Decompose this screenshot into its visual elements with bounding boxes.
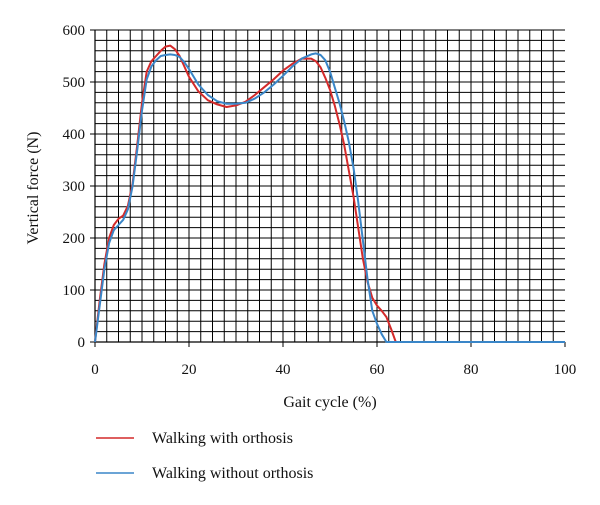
y-tick-label: 400 [63,127,86,143]
x-tick-label: 0 [91,362,99,378]
y-tick-label: 100 [63,283,86,299]
y-tick-label: 300 [63,179,86,195]
y-tick-label: 500 [63,75,86,91]
y-tick-label: 200 [63,231,86,247]
grid [95,29,565,342]
legend-label-with-orthosis: Walking with orthosis [152,430,293,447]
axes [90,29,566,347]
y-axis-title: Vertical force (N) [25,132,42,245]
legend: Walking with orthosis Walking without or… [96,430,313,482]
tick-labels: 0 100 200 300 400 500 600 0 20 40 60 80 100 [63,23,577,378]
x-tick-label: 80 [464,362,479,378]
legend-label-without-orthosis: Walking without orthosis [152,465,313,482]
x-tick-label: 60 [370,362,385,378]
y-tick-label: 600 [63,23,86,39]
series-line-without-orthosis [94,52,565,343]
series-lines [94,44,565,343]
x-axis-title: Gait cycle (%) [283,394,376,411]
x-tick-label: 100 [554,362,577,378]
x-tick-label: 20 [182,362,197,378]
x-tick-label: 40 [276,362,291,378]
y-tick-label: 0 [78,335,86,351]
